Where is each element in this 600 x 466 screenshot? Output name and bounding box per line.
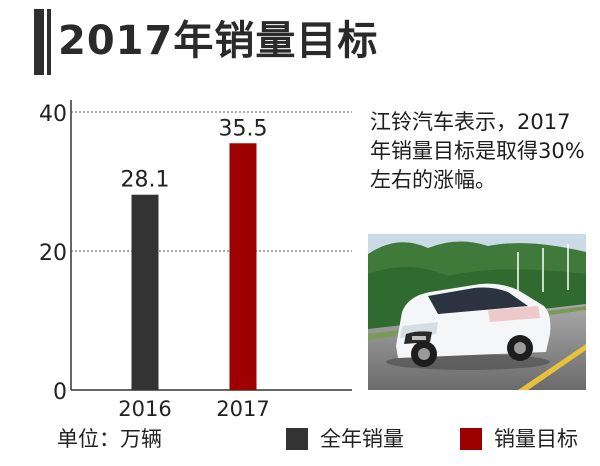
car-photo [368, 234, 586, 390]
data-label: 35.5 [219, 116, 268, 141]
legend-swatch-target [460, 428, 482, 450]
chart-title: 2017年销量目标 [58, 18, 379, 64]
legend-item-sales: 全年销量 [286, 424, 404, 454]
y-tick-label: 0 [53, 380, 67, 405]
car-photo-illustration [368, 234, 586, 390]
title-accent-bar [34, 9, 44, 75]
bar-2016-sales [131, 194, 159, 390]
bar-2017-target [229, 143, 257, 390]
data-label: 28.1 [121, 168, 170, 193]
x-tick-label: 2016 [118, 397, 171, 421]
legend-label-sales: 全年销量 [320, 427, 404, 451]
legend-item-target: 销量目标 [460, 424, 578, 454]
title-accent-bar-thin [47, 9, 51, 75]
legend-label-target: 销量目标 [494, 427, 578, 451]
unit-label: 单位：万辆 [57, 427, 162, 451]
legend-swatch-sales [286, 428, 308, 450]
annotation-text: 江铃汽车表示，2017年销量目标是取得30%左右的涨幅。 [370, 110, 585, 192]
x-tick-label: 2017 [216, 397, 269, 421]
y-tick-label: 20 [39, 241, 67, 266]
y-tick-label: 40 [39, 102, 67, 127]
